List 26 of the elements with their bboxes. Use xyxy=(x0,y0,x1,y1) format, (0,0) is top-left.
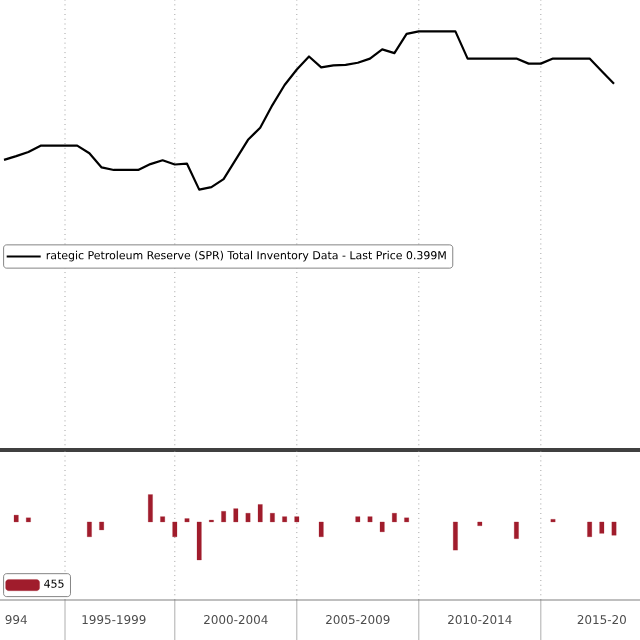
bar xyxy=(355,516,361,523)
bar xyxy=(599,521,605,534)
bar xyxy=(87,521,92,537)
bar xyxy=(13,514,19,523)
bar xyxy=(221,511,226,523)
bar xyxy=(160,516,165,523)
bar xyxy=(587,521,592,537)
bar xyxy=(148,494,153,523)
bar xyxy=(453,521,458,551)
bar xyxy=(172,521,178,537)
bar xyxy=(367,516,373,523)
bar xyxy=(282,516,287,523)
bar xyxy=(270,513,275,523)
bar xyxy=(26,517,31,523)
bar xyxy=(318,521,324,537)
bar xyxy=(379,521,385,532)
bar xyxy=(99,521,104,531)
bar xyxy=(257,504,263,523)
bar xyxy=(245,513,251,523)
bar xyxy=(514,521,519,539)
bar xyxy=(294,516,300,523)
bar xyxy=(611,521,617,536)
bar xyxy=(233,508,239,523)
bar xyxy=(392,513,397,523)
bar xyxy=(196,521,202,561)
bar xyxy=(404,517,409,523)
